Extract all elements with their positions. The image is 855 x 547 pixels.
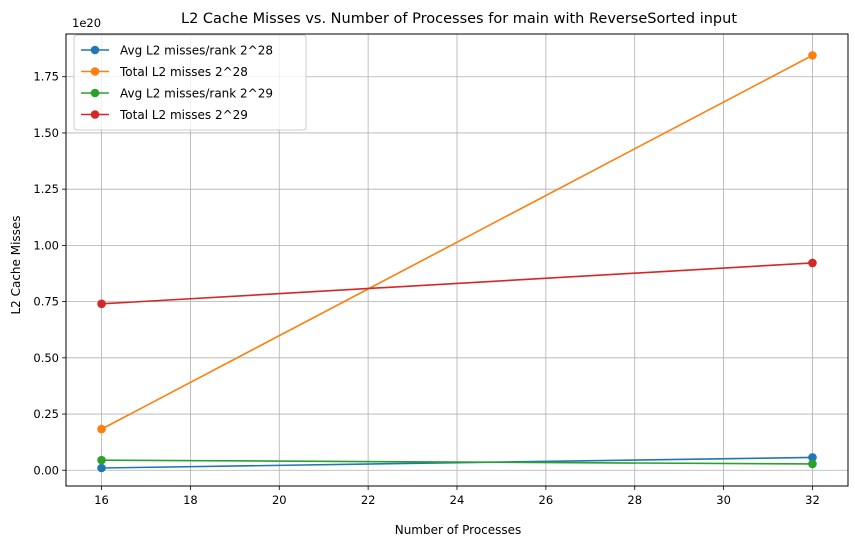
legend-label: Avg L2 misses/rank 2^28 bbox=[120, 44, 273, 58]
y-tick-label: 0.00 bbox=[33, 463, 59, 477]
y-tick-label: 0.50 bbox=[33, 351, 59, 365]
legend-label: Total L2 misses 2^28 bbox=[119, 65, 248, 79]
legend-label: Total L2 misses 2^29 bbox=[119, 108, 248, 122]
legend-label: Avg L2 misses/rank 2^29 bbox=[120, 87, 273, 101]
x-tick-label: 20 bbox=[272, 493, 287, 507]
series-line bbox=[101, 54, 813, 430]
x-tick-label: 30 bbox=[716, 493, 731, 507]
data-point bbox=[808, 459, 817, 469]
plot-area bbox=[65, 33, 849, 487]
legend-marker bbox=[90, 110, 100, 119]
y-tick-label: 0.75 bbox=[33, 295, 59, 309]
series-line bbox=[101, 459, 813, 465]
data-point bbox=[97, 299, 106, 309]
y-tick-label: 0.25 bbox=[33, 407, 59, 421]
y-tick-label: 1.25 bbox=[33, 182, 59, 196]
series-line bbox=[101, 262, 813, 305]
y-axis-ticks: 0.00 0.25 0.50 0.75 1.00 1.25 1.50 1.75 bbox=[33, 70, 66, 477]
x-tick-label: 22 bbox=[361, 493, 376, 507]
legend-marker bbox=[90, 67, 100, 76]
y-axis-label: L2 Cache Misses bbox=[9, 215, 23, 314]
x-tick-label: 26 bbox=[539, 493, 554, 507]
y-axis-offset-label: 1e20 bbox=[72, 16, 101, 30]
legend-marker bbox=[90, 88, 100, 98]
legend-entry: Total L2 misses 2^28 bbox=[81, 65, 248, 79]
y-tick-label: 1.50 bbox=[33, 126, 59, 140]
series-4 bbox=[97, 258, 817, 309]
series-2 bbox=[97, 51, 817, 434]
chart-title: L2 Cache Misses vs. Number of Processes … bbox=[181, 11, 737, 27]
x-axis-label: Number of Processes bbox=[395, 523, 522, 537]
x-tick-label: 18 bbox=[183, 493, 198, 507]
x-tick-label: 16 bbox=[94, 493, 109, 507]
x-tick-label: 32 bbox=[805, 493, 820, 507]
legend-entry: Avg L2 misses/rank 2^29 bbox=[81, 87, 273, 101]
x-tick-label: 28 bbox=[627, 493, 642, 507]
x-tick-label: 24 bbox=[450, 493, 465, 507]
data-point bbox=[808, 51, 817, 60]
data-point bbox=[97, 424, 106, 434]
legend-entry: Total L2 misses 2^29 bbox=[81, 108, 248, 122]
legend-box bbox=[73, 34, 307, 131]
grid bbox=[66, 34, 848, 486]
data-point bbox=[808, 258, 817, 268]
y-tick-label: 1.00 bbox=[33, 238, 59, 252]
y-tick-label: 1.75 bbox=[33, 70, 59, 84]
legend-entry: Avg L2 misses/rank 2^28 bbox=[81, 44, 273, 58]
series-lines bbox=[97, 51, 817, 473]
series-3 bbox=[97, 455, 817, 469]
data-point bbox=[97, 455, 106, 465]
legend-marker bbox=[90, 45, 100, 55]
x-axis-ticks: 16 18 20 22 24 26 28 30 32 bbox=[94, 486, 820, 507]
data-point bbox=[808, 453, 817, 462]
legend: Avg L2 misses/rank 2^28 Total L2 misses 2… bbox=[73, 34, 307, 131]
data-point bbox=[97, 463, 106, 473]
